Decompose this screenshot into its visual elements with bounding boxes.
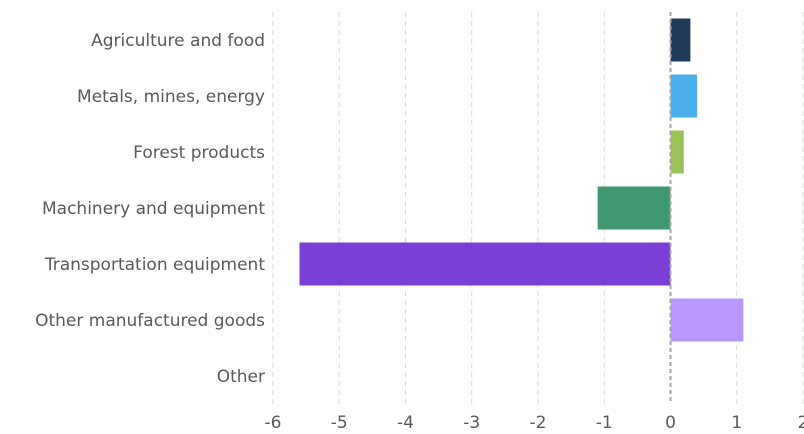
category-label: Forest products	[133, 143, 265, 163]
x-tick-label: -1	[596, 413, 613, 433]
bars	[299, 18, 744, 342]
gridlines	[272, 12, 804, 404]
x-tick-label: -6	[265, 413, 282, 433]
category-label: Transportation equipment	[44, 255, 265, 275]
x-tick-labels: -6 -5 -4 -3 -2 -1 0 1 2	[265, 413, 804, 433]
x-tick-label: -4	[397, 413, 414, 433]
category-label: Agriculture and food	[91, 31, 265, 51]
category-label: Machinery and equipment	[42, 199, 265, 219]
bar[interactable]	[299, 242, 671, 286]
x-tick-label: -2	[530, 413, 547, 433]
x-tick-label: 1	[731, 413, 742, 433]
bar[interactable]	[597, 186, 671, 230]
x-tick-label: -3	[463, 413, 480, 433]
category-label: Other manufactured goods	[35, 311, 265, 331]
x-tick-label: 2	[798, 413, 804, 433]
x-tick-label: -5	[331, 413, 348, 433]
bar[interactable]	[670, 298, 744, 342]
bar[interactable]	[670, 130, 684, 174]
x-tick-label: 0	[665, 413, 676, 433]
category-label: Metals, mines, energy	[77, 87, 265, 107]
bar[interactable]	[670, 74, 698, 118]
category-label: Other	[217, 367, 265, 387]
category-labels: Agriculture and food Metals, mines, energ…	[35, 31, 265, 387]
bar[interactable]	[670, 18, 691, 62]
